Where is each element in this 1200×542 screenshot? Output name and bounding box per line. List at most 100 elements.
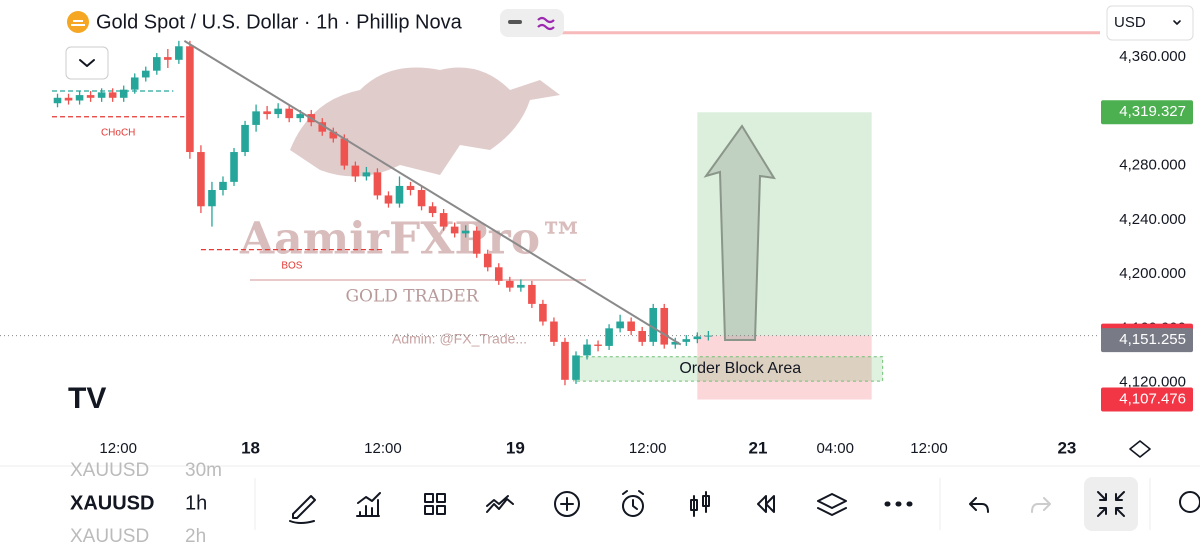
candle-body [384,195,393,204]
add-tool[interactable] [554,491,580,517]
candle-body [671,341,680,345]
currency: USD [1114,14,1146,31]
collapse-button[interactable] [65,46,109,80]
x-tick-label: 21 [749,438,768,457]
chart-title: Gold Spot / U.S. Dollar · 1h · Phillip N… [96,11,463,33]
candle-body [351,165,360,177]
interval: 1h [185,492,207,514]
fullscreen-button[interactable] [1084,477,1138,531]
x-tick-label: 04:00 [816,440,854,457]
candle-body [86,95,95,98]
symbol-picker[interactable]: XAUUSD 30m XAUUSD 1h XAUUSD 2h [70,460,222,542]
candle-body [682,339,691,342]
candle-body [64,97,73,101]
candle-body [252,111,260,125]
candle-body [605,328,613,346]
more-icon[interactable] [1179,491,1200,513]
order-block [573,356,884,382]
price-label-box [1101,387,1193,412]
candle-body [197,152,205,207]
level-label: CHoCH [101,127,135,138]
candle-body [660,307,669,345]
chevron [1173,20,1181,25]
trendline [183,39,682,346]
tv-logo: TV [68,382,106,415]
y-tick-label: 4,280.000 [1119,157,1186,174]
alert-tool[interactable] [622,495,644,517]
x-tick-label: 12:00 [364,440,402,457]
watermark-bull [290,67,560,177]
price-label-box [1101,100,1193,125]
stop-zone [697,335,872,400]
candle-body [616,321,624,329]
candle-body [506,280,514,288]
candle-body [318,122,327,132]
candle-body [406,185,415,190]
chart-type-tool[interactable] [690,491,710,517]
candle-body [483,253,492,268]
y-tick-label: 4,240.000 [1119,211,1186,228]
candle-body [119,89,128,98]
candle-body [583,344,591,356]
candle-body [539,303,547,322]
order-block-label: Order Block Area [679,360,801,377]
candle-body [230,152,238,182]
indicator-icon [537,16,555,31]
candle-body [450,226,459,234]
candle-body [362,172,371,177]
x-tick-label: 18 [241,438,260,457]
layouts-tool[interactable] [424,493,446,515]
watermark-subtitle: GOLD TRADER [345,287,479,307]
symbol: XAUUSD [70,492,154,514]
objects-tool[interactable] [817,493,847,516]
indicator-buttons[interactable] [500,9,564,37]
candle-body [263,111,271,115]
candle-body [561,341,569,380]
candle-body [594,344,602,346]
symbol: XAUUSD [70,526,149,542]
candle-body [329,131,338,139]
symbol-icon-mark [71,20,85,26]
target-zone [697,112,872,336]
settings-button[interactable] [1129,440,1151,458]
candle-body [693,336,702,340]
interval: 30m [185,460,222,481]
undo[interactable] [969,497,989,513]
target-arrow [703,124,776,341]
compare-tool[interactable] [486,495,514,513]
candle-body [550,321,558,342]
chevron [79,59,95,67]
candle-body [439,213,448,227]
replay-tool[interactable] [757,495,775,513]
candle-body [494,267,503,281]
alert-tool-hands [622,490,644,510]
candle-body [53,97,62,104]
candle-body [638,331,646,342]
x-tick-label: 12:00 [99,440,137,457]
level-label: BOS [281,260,302,271]
candle-body [274,108,282,115]
currency-dropdown[interactable] [1106,5,1194,41]
candle-body [97,92,106,98]
candle-body [208,190,216,207]
candle-body [572,355,580,380]
collapse-icon [508,20,522,24]
redo[interactable] [1031,497,1051,513]
candle-body [472,230,481,254]
candle-body [528,284,536,304]
x-tick-label: 12:00 [629,440,667,457]
candle-body [164,57,172,60]
candle-body [517,284,525,288]
price-label: 4,107.476 [1119,390,1186,407]
symbol: XAUUSD [70,460,149,481]
draw-tool[interactable] [289,495,316,524]
candle-body [175,46,183,60]
candle-body [285,108,293,119]
watermark-contact: Admin: @FX_Trade... [392,331,527,347]
price-label: 4,319.327 [1119,103,1186,120]
candle-body [461,230,470,234]
indicators-tool[interactable] [356,492,381,517]
candle-body [75,95,84,101]
